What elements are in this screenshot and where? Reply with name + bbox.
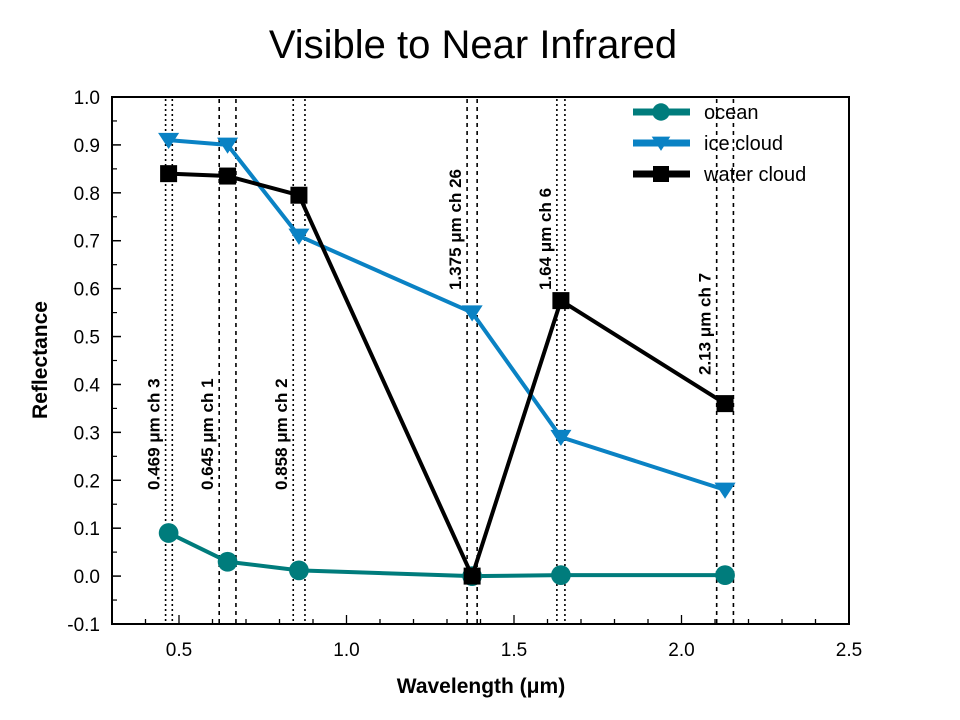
legend-item-ocean: ocean	[633, 102, 759, 124]
data-point-square	[716, 395, 734, 413]
x-tick-label: 2.5	[836, 640, 862, 661]
legend-item-ice-cloud: ice cloud	[633, 133, 783, 155]
band-annotations: 0.469 μm ch 3 0.645 μm ch 1 0.858 μm ch 2 1…	[145, 99, 735, 624]
series-water-cloud	[160, 165, 734, 585]
x-axis-label: Wavelength (μm)	[397, 675, 565, 698]
band-label: 2.13 μm ch 7	[696, 273, 715, 375]
data-point-circle	[289, 560, 309, 581]
series-ice-cloud	[158, 132, 736, 499]
y-axis-label: Reflectance	[29, 301, 52, 419]
data-point-square	[552, 292, 570, 310]
y-tick-label: 0.3	[74, 423, 100, 444]
data-point-triangle	[550, 429, 572, 447]
data-point-triangle	[288, 228, 310, 245]
y-tick-label: 0.0	[74, 567, 100, 588]
data-point-square	[219, 167, 237, 185]
data-point-circle	[652, 103, 670, 121]
data-point-triangle	[158, 132, 180, 150]
y-tick-label: 0.8	[74, 184, 100, 205]
series-ocean	[158, 523, 735, 586]
series-line	[168, 138, 726, 492]
y-tick-label: 0.6	[74, 280, 100, 301]
legend-label: water cloud	[703, 164, 806, 186]
data-point-square	[463, 567, 481, 585]
y-tick-label: 0.1	[74, 519, 100, 540]
x-tick-label: 1.5	[501, 640, 527, 661]
series-line	[167, 531, 726, 579]
y-tick-label: 0.9	[74, 136, 100, 157]
band-label: 0.469 μm ch 3	[145, 378, 164, 490]
data-point-circle	[217, 551, 238, 572]
data-point-circle	[715, 565, 735, 585]
y-tick-label: 0.7	[74, 232, 100, 253]
band-label: 0.645 μm ch 1	[198, 378, 217, 490]
data-point-triangle	[714, 482, 736, 499]
chart-title: Visible to Near Infrared	[269, 23, 677, 67]
x-tick-label: 2.0	[668, 640, 694, 661]
series-line	[168, 171, 727, 579]
data-series	[158, 132, 736, 586]
x-tick-label: 1.0	[333, 640, 359, 661]
y-tick-label: 0.5	[74, 328, 100, 349]
data-point-square	[653, 166, 669, 182]
data-point-circle	[551, 565, 571, 585]
data-point-circle	[158, 523, 179, 543]
band-label: 1.375 μm ch 26	[446, 169, 465, 290]
data-point-square	[290, 186, 308, 204]
band-label: 1.64 μm ch 6	[536, 188, 555, 290]
y-tick-label: -0.1	[67, 615, 100, 636]
legend-label: ice cloud	[704, 133, 783, 155]
data-point-square	[160, 165, 178, 183]
legend-item-water-cloud: water cloud	[633, 164, 806, 186]
data-point-triangle	[217, 137, 239, 154]
y-tick-label: 1.0	[74, 88, 100, 109]
legend-label: ocean	[704, 102, 759, 124]
axes: -0.1 0.0 0.1 0.2 0.3 0.4 0.5 0.6 0.7 0.8 0.9 1.0 0.5…	[67, 88, 862, 661]
data-point-triangle	[461, 305, 483, 322]
legend: ocean ice cloud water cloud	[633, 102, 806, 186]
data-point-triangle	[651, 136, 671, 151]
y-tick-label: 0.2	[74, 471, 100, 492]
band-label: 0.858 μm ch 2	[272, 378, 291, 490]
y-tick-label: 0.4	[74, 375, 101, 396]
x-tick-label: 0.5	[166, 640, 192, 661]
